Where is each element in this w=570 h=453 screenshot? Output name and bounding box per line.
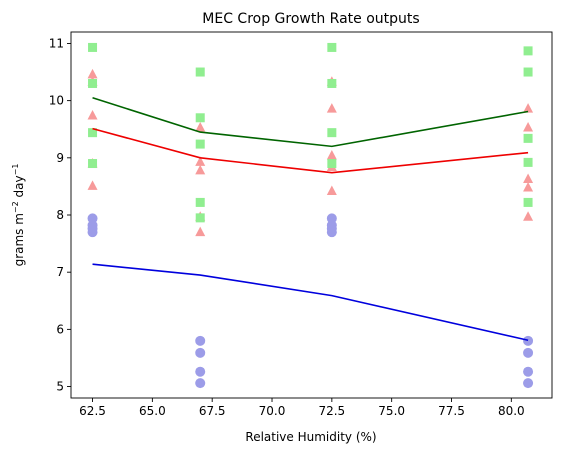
x-tick-label: 62.5 bbox=[79, 404, 106, 418]
scatter-point-triangle bbox=[326, 150, 337, 160]
x-tick-label: 67.5 bbox=[199, 404, 226, 418]
x-axis-title: Relative Humidity (%) bbox=[245, 430, 376, 444]
x-tick-label: 77.5 bbox=[438, 404, 465, 418]
scatter-point-triangle bbox=[523, 182, 534, 192]
scatter-point-square bbox=[195, 113, 205, 123]
x-tick-label: 70.0 bbox=[259, 404, 286, 418]
y-tick-label: 9 bbox=[56, 151, 64, 165]
scatter-point-circle bbox=[326, 227, 337, 238]
y-axis-title: grams m−2 day−1 bbox=[11, 164, 26, 267]
scatter-point-square bbox=[327, 78, 337, 88]
scatter-point-circle bbox=[87, 227, 98, 238]
scatter-point-triangle bbox=[195, 226, 206, 237]
scatter-point-triangle bbox=[195, 122, 206, 132]
scatter-point-square bbox=[327, 42, 337, 52]
y-tick-label: 11 bbox=[49, 36, 64, 50]
x-tick-label: 72.5 bbox=[318, 404, 345, 418]
series-line-1 bbox=[92, 127, 529, 174]
scatter-point-triangle bbox=[523, 103, 534, 113]
axes-layer: 62.5 65.0 67.5 70.0 72.5 75.0 77.5 80.0 5 6 7 8 9 10 1… bbox=[49, 31, 553, 418]
scatter-point-triangle bbox=[523, 173, 534, 183]
scatter-point-square bbox=[88, 78, 98, 88]
y-tick-label: 10 bbox=[49, 94, 64, 108]
scatter-point-square bbox=[523, 157, 533, 167]
series-line-2 bbox=[92, 97, 529, 148]
scatter-point-square bbox=[88, 128, 98, 138]
plot-layer bbox=[87, 42, 534, 389]
scatter-point-circle bbox=[523, 366, 534, 377]
scatter-point-triangle bbox=[523, 122, 534, 132]
scatter-point-circle bbox=[195, 366, 206, 377]
scatter-point-square bbox=[88, 42, 98, 52]
x-tick-label: 75.0 bbox=[378, 404, 405, 418]
scatter-point-circle bbox=[87, 213, 98, 224]
scatter-point-square bbox=[523, 67, 533, 77]
scatter-point-square bbox=[523, 46, 533, 56]
series-line-0 bbox=[92, 263, 529, 342]
scatter-point-circle bbox=[523, 347, 534, 358]
plot-frame bbox=[70, 31, 553, 399]
scatter-point-square bbox=[523, 133, 533, 143]
y-tick-label: 5 bbox=[56, 380, 64, 394]
y-tick-label: 6 bbox=[56, 322, 64, 336]
x-tick-label: 65.0 bbox=[139, 404, 166, 418]
scatter-point-triangle bbox=[195, 156, 206, 166]
scatter-point-square bbox=[195, 139, 205, 149]
scatter-point-circle bbox=[523, 378, 534, 389]
x-tick-label: 80.0 bbox=[498, 404, 525, 418]
scatter-point-square bbox=[327, 128, 337, 138]
scatter-point-triangle bbox=[87, 109, 98, 120]
scatter-point-triangle bbox=[523, 211, 534, 221]
scatter-point-circle bbox=[195, 378, 206, 389]
y-tick-label: 8 bbox=[56, 208, 64, 222]
scatter-point-square bbox=[327, 159, 337, 169]
scatter-point-circle bbox=[195, 335, 206, 346]
scatter-point-square bbox=[195, 213, 205, 223]
scatter-point-circle bbox=[523, 335, 534, 346]
scatter-point-circle bbox=[195, 347, 206, 358]
scatter-point-circle bbox=[326, 213, 337, 224]
scatter-point-triangle bbox=[326, 103, 337, 113]
scatter-point-square bbox=[523, 197, 533, 207]
scatter-point-triangle bbox=[87, 180, 98, 190]
scatter-point-triangle bbox=[87, 68, 98, 79]
scatter-point-triangle bbox=[326, 185, 337, 195]
scatter-point-square bbox=[88, 159, 98, 169]
scatter-point-square bbox=[195, 67, 205, 77]
y-tick-label: 7 bbox=[56, 265, 64, 279]
chart-title: MEC Crop Growth Rate outputs bbox=[202, 11, 419, 27]
scatter-point-triangle bbox=[195, 164, 206, 175]
scatter-point-square bbox=[195, 197, 205, 207]
